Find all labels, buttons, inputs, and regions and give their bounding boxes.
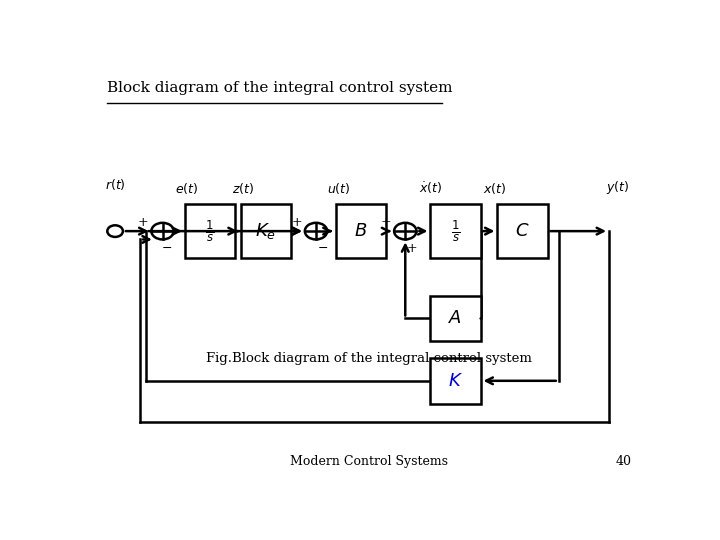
Bar: [431, 295, 481, 341]
Text: $u(t)$: $u(t)$: [327, 181, 350, 196]
Text: $B$: $B$: [354, 222, 367, 240]
Text: $\dot{x}(t)$: $\dot{x}(t)$: [419, 180, 442, 196]
Text: +: +: [407, 241, 418, 254]
Text: $K_e$: $K_e$: [256, 221, 276, 241]
Text: +: +: [381, 216, 392, 229]
Text: 40: 40: [616, 455, 631, 468]
Text: $K$: $K$: [448, 372, 463, 390]
Text: $z(t)$: $z(t)$: [233, 181, 255, 196]
Text: $C$: $C$: [516, 222, 530, 240]
Text: $r(t)$: $r(t)$: [104, 177, 125, 192]
Text: $y(t)$: $y(t)$: [606, 179, 629, 196]
Bar: [431, 204, 481, 258]
Bar: [498, 204, 547, 258]
Text: −: −: [318, 241, 328, 254]
Circle shape: [305, 223, 327, 239]
Text: +: +: [138, 216, 148, 229]
Bar: [185, 204, 235, 258]
Text: $A$: $A$: [449, 309, 462, 327]
Text: −: −: [161, 241, 172, 254]
Bar: [240, 204, 291, 258]
Text: Fig.Block diagram of the integral control system: Fig.Block diagram of the integral contro…: [206, 352, 532, 365]
Text: $\frac{1}{s}$: $\frac{1}{s}$: [451, 219, 460, 244]
Circle shape: [151, 223, 174, 239]
Text: +: +: [292, 216, 302, 229]
Circle shape: [394, 223, 416, 239]
Text: Block diagram of the integral control system: Block diagram of the integral control sy…: [107, 82, 452, 96]
Text: $x(t)$: $x(t)$: [483, 181, 506, 196]
Bar: [431, 358, 481, 404]
Text: Modern Control Systems: Modern Control Systems: [290, 455, 448, 468]
Bar: [336, 204, 386, 258]
Text: $e(t)$: $e(t)$: [175, 181, 198, 196]
Text: $\frac{1}{s}$: $\frac{1}{s}$: [205, 219, 215, 244]
Circle shape: [107, 225, 123, 237]
